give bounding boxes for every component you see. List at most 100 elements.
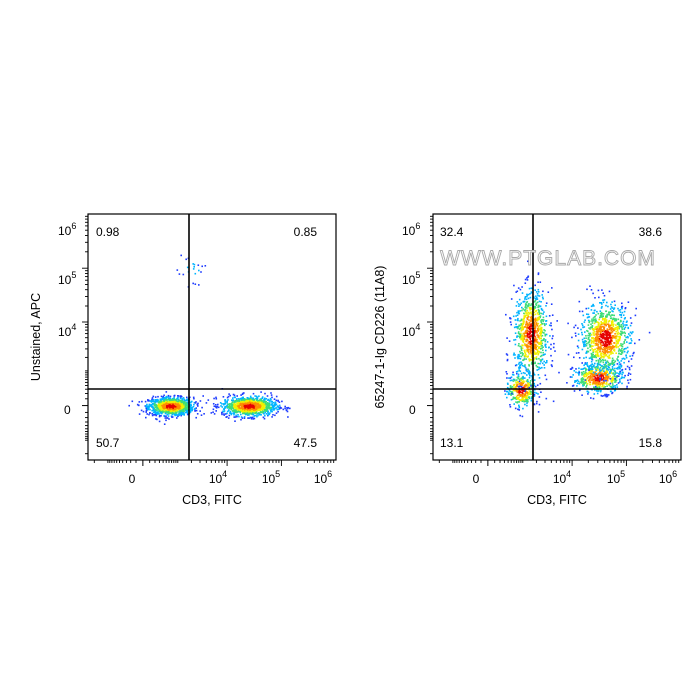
event-dot [510, 376, 513, 378]
event-dot [610, 349, 612, 352]
event-dot [615, 336, 618, 339]
event-dot [161, 398, 164, 401]
event-dot [570, 368, 573, 370]
event-dot [155, 412, 157, 414]
event-dot [202, 395, 204, 397]
event-dot [518, 343, 520, 345]
event-dot [602, 318, 605, 320]
event-dot [609, 351, 611, 354]
event-dot [547, 291, 550, 293]
event-dot [521, 326, 524, 328]
event-dot [535, 346, 537, 349]
event-dot [244, 407, 246, 409]
event-dot [526, 402, 528, 404]
event-dot [534, 318, 536, 321]
event-dot [533, 322, 536, 324]
event-dot [160, 406, 163, 408]
event-dot [518, 355, 521, 358]
event-dot [267, 398, 270, 401]
event-dot [609, 317, 612, 320]
event-dot [523, 334, 526, 336]
event-dot [520, 338, 522, 341]
event-dot [618, 338, 621, 340]
event-dot [151, 397, 154, 399]
event-dot [583, 375, 585, 378]
event-dot [587, 307, 590, 310]
event-dot [264, 405, 266, 407]
event-dot [528, 306, 531, 309]
event-dot [594, 340, 597, 342]
event-dot [244, 402, 246, 404]
event-dot [550, 303, 553, 305]
event-dot [517, 397, 519, 399]
event-dot [215, 410, 217, 412]
event-dot [588, 379, 591, 381]
event-dot [516, 398, 519, 400]
event-dot [506, 373, 508, 375]
event-dot [620, 360, 623, 362]
event-dot [604, 373, 606, 376]
event-dot [526, 350, 528, 353]
event-dot [165, 391, 168, 393]
event-dot [517, 327, 519, 330]
event-dot [233, 413, 235, 416]
event-dot [590, 323, 592, 326]
event-dot [516, 326, 519, 328]
event-dot [609, 328, 611, 330]
event-dot [607, 346, 609, 348]
event-dot [538, 317, 540, 319]
event-dot [575, 335, 577, 337]
event-dot [215, 396, 217, 399]
event-dot [237, 411, 239, 413]
event-dot [518, 357, 520, 359]
event-dot [630, 332, 633, 335]
event-dot [174, 406, 177, 408]
event-dot [173, 410, 176, 413]
event-dot [606, 350, 608, 353]
event-dot [523, 358, 526, 361]
event-dot [255, 407, 257, 410]
event-dot [594, 389, 596, 391]
event-dot [528, 397, 531, 400]
watermark: WWW.PTGLAB.COM [440, 247, 656, 270]
event-dot [289, 407, 291, 410]
event-dot [517, 312, 520, 314]
event-dot [588, 372, 590, 375]
event-dot [180, 405, 183, 408]
event-dot [514, 354, 516, 356]
event-dot [539, 362, 541, 365]
event-dot [253, 415, 256, 417]
event-dot [534, 325, 536, 328]
event-dot [538, 328, 541, 331]
event-dot [516, 370, 519, 373]
event-dot [529, 337, 532, 340]
event-dot [537, 326, 540, 329]
event-dot [611, 335, 614, 337]
event-dot [168, 413, 170, 415]
event-dot [611, 347, 614, 350]
event-dot [536, 312, 539, 314]
event-dot [144, 400, 147, 403]
event-dot [528, 364, 530, 366]
event-dot [276, 408, 279, 411]
event-dot [605, 353, 608, 356]
event-dot [267, 410, 269, 412]
event-dot [510, 298, 513, 300]
event-dot [519, 334, 522, 336]
event-dot [616, 375, 619, 377]
event-dot [171, 398, 174, 401]
event-dot [594, 355, 597, 357]
event-dot [602, 322, 605, 324]
event-dot [542, 351, 544, 354]
event-dot [599, 310, 602, 312]
event-dot [237, 410, 240, 413]
event-dot [528, 360, 531, 362]
event-dot [265, 413, 268, 415]
event-dot [606, 334, 609, 336]
event-dot [173, 401, 175, 404]
event-dot [518, 335, 520, 338]
event-dot [181, 411, 183, 414]
event-dot [540, 312, 543, 315]
event-dot [541, 323, 544, 325]
event-dot [613, 349, 615, 351]
